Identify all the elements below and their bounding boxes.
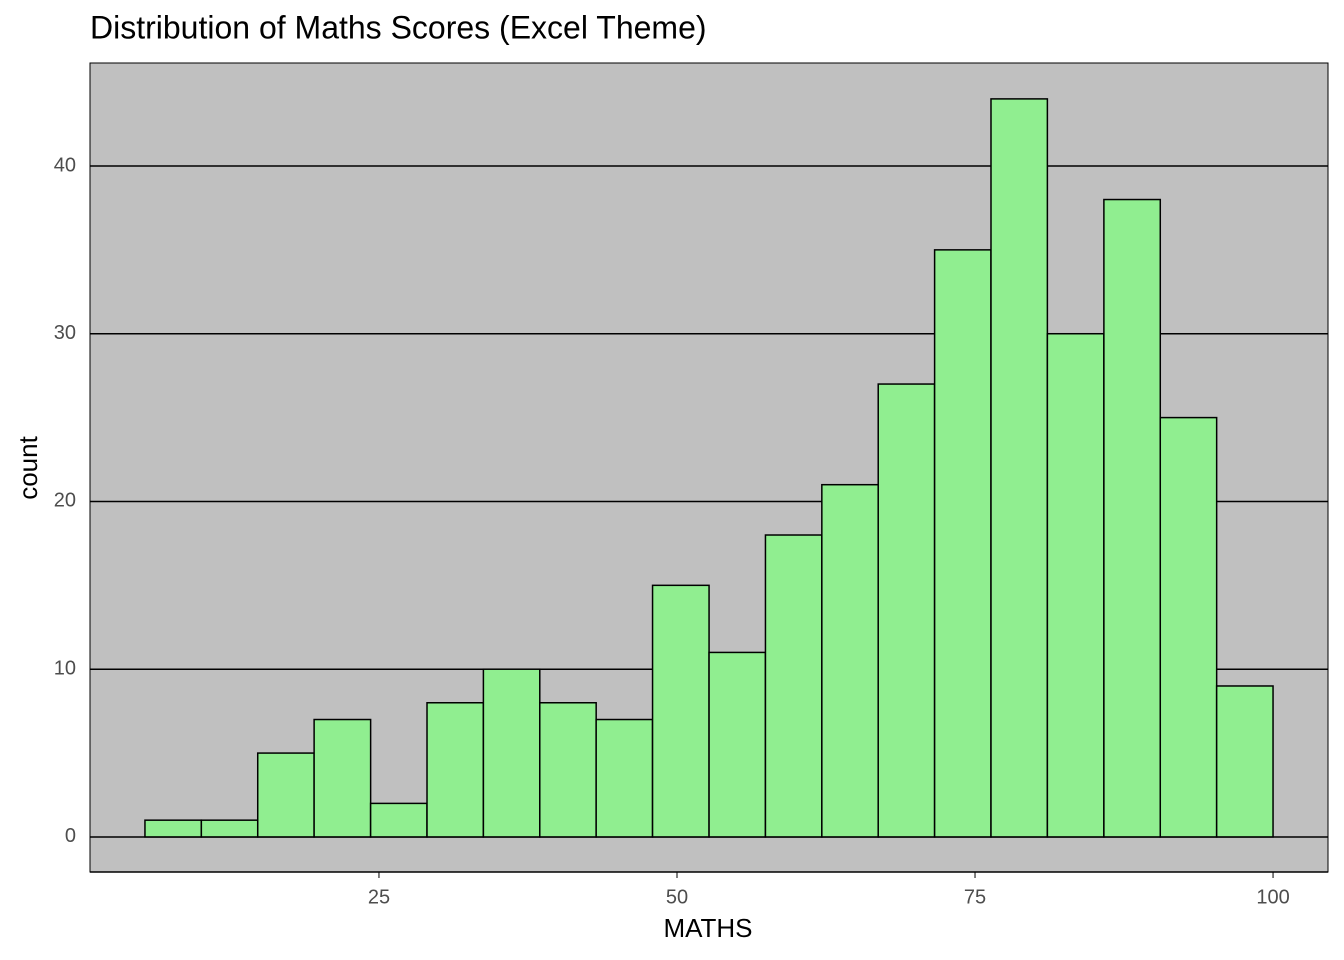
bar (933, 249, 992, 838)
bar (313, 718, 372, 838)
bar (426, 702, 485, 838)
x-tick-label: 100 (1256, 886, 1289, 908)
bar (990, 98, 1049, 838)
bar (764, 534, 823, 838)
y-axis-label: count (13, 435, 43, 499)
bar (708, 651, 767, 838)
x-tick-label: 50 (666, 886, 688, 908)
bar (1215, 685, 1274, 838)
y-tick-label: 10 (54, 657, 76, 679)
bar (482, 668, 541, 838)
chart-title: Distribution of Maths Scores (Excel Them… (90, 9, 707, 45)
y-tick-label: 20 (54, 490, 76, 512)
bar (539, 702, 597, 838)
bar (595, 718, 654, 838)
bar (144, 819, 203, 838)
bar (200, 819, 259, 838)
y-tick-label: 40 (54, 154, 76, 176)
bar (651, 584, 710, 838)
bar (1046, 332, 1105, 838)
x-tick-label: 25 (368, 886, 390, 908)
y-tick-label: 30 (54, 322, 76, 344)
bar (877, 383, 936, 838)
bar (1103, 198, 1162, 838)
bar (369, 802, 428, 838)
y-tick-label: 0 (65, 825, 76, 847)
bar (821, 483, 879, 838)
x-axis-label: MATHS (663, 913, 752, 943)
bar (256, 752, 315, 838)
x-tick-label: 75 (964, 886, 986, 908)
bar (1159, 416, 1218, 838)
